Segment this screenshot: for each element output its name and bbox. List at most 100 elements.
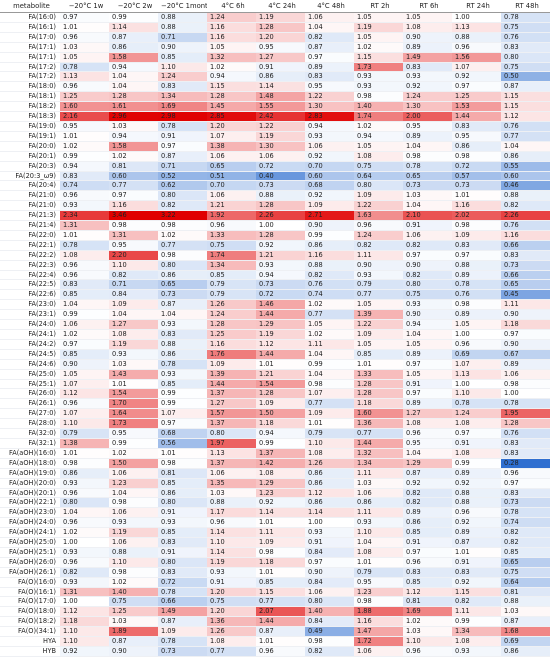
ratio-cell: 0.88 bbox=[452, 260, 501, 271]
ratio-cell: 0.83 bbox=[501, 488, 550, 499]
ratio-cell: 0.88 bbox=[158, 339, 207, 350]
ratio-cell: 0.65 bbox=[207, 161, 256, 172]
ratio-cell: 1.01 bbox=[452, 190, 501, 202]
ratio-cell: 0.99 bbox=[305, 359, 354, 370]
ratio-cell: 1.01 bbox=[256, 567, 305, 578]
table-row: FA(25:1) 1.07 1.01 0.85 1.44 1.54 0.98 1.28 0.91… bbox=[0, 379, 550, 390]
ratio-cell: 0.98 bbox=[354, 91, 403, 103]
ratio-cell: 1.34 bbox=[158, 91, 207, 103]
ratio-cell: 0.83 bbox=[501, 438, 550, 449]
ratio-cell: 0.83 bbox=[403, 567, 452, 578]
ratio-cell: 1.26 bbox=[207, 299, 256, 311]
ratio-cell: 2.83 bbox=[305, 111, 354, 122]
ratio-cell: 0.80 bbox=[158, 497, 207, 509]
ratio-cell: 1.00 bbox=[452, 379, 501, 390]
metabolite-name: FA(22:1) bbox=[0, 240, 60, 251]
ratio-cell: 0.73 bbox=[501, 497, 550, 509]
ratio-cell: 1.44 bbox=[452, 111, 501, 122]
ratio-cell: 1.24 bbox=[452, 408, 501, 420]
ratio-cell: 1.04 bbox=[305, 22, 354, 33]
ratio-cell: 1.07 bbox=[60, 408, 109, 420]
ratio-cell: 0.97 bbox=[60, 12, 109, 23]
ratio-cell: 0.68 bbox=[158, 428, 207, 439]
ratio-cell: 1.28 bbox=[207, 319, 256, 330]
ratio-cell: 1.05 bbox=[403, 369, 452, 380]
ratio-cell: 1.58 bbox=[109, 141, 158, 152]
metabolite-name: FA(24:6) bbox=[0, 359, 60, 370]
metabolite-name: FA(20:0) bbox=[0, 141, 60, 152]
ratio-cell: 1.08 bbox=[403, 22, 452, 33]
table-row: FA(O)(16:0) 0.93 1.02 0.72 0.91 0.85 0.84 0.95 0… bbox=[0, 577, 550, 588]
ratio-cell: 0.93 bbox=[60, 577, 109, 588]
ratio-cell: 1.01 bbox=[60, 448, 109, 459]
ratio-cell: 1.24 bbox=[158, 71, 207, 83]
ratio-cell: 0.87 bbox=[305, 42, 354, 53]
ratio-cell: 1.08 bbox=[403, 418, 452, 430]
ratio-cell: 0.85 bbox=[158, 527, 207, 539]
table-row: FA(aOH)(18:0) 0.98 1.50 0.98 1.37 1.42 1.26 1.3… bbox=[0, 458, 550, 469]
ratio-cell: 1.03 bbox=[403, 626, 452, 638]
ratio-cell: 2.26 bbox=[256, 210, 305, 222]
ratio-cell: 1.16 bbox=[501, 230, 550, 241]
ratio-cell: 0.78 bbox=[501, 507, 550, 519]
ratio-cell: 1.25 bbox=[109, 606, 158, 618]
ratio-cell: 0.64 bbox=[354, 171, 403, 182]
metabolite-name: FA(17:2) bbox=[0, 71, 60, 83]
ratio-cell: 0.87 bbox=[109, 32, 158, 43]
ratio-cell: 1.08 bbox=[109, 329, 158, 340]
metabolite-name: FA(O)(34:1) bbox=[0, 626, 60, 638]
ratio-cell: 1.19 bbox=[256, 12, 305, 23]
ratio-cell: 1.01 bbox=[158, 448, 207, 459]
ratio-cell: 0.85 bbox=[60, 289, 109, 301]
ratio-cell: 0.77 bbox=[354, 289, 403, 301]
ratio-cell: 1.28 bbox=[256, 230, 305, 241]
ratio-cell: 1.22 bbox=[256, 121, 305, 132]
ratio-cell: 1.15 bbox=[501, 101, 550, 113]
ratio-cell: 1.37 bbox=[207, 418, 256, 430]
ratio-cell: 0.72 bbox=[256, 289, 305, 301]
ratio-cell: 0.92 bbox=[452, 577, 501, 588]
ratio-cell: 1.09 bbox=[256, 537, 305, 548]
ratio-cell: 1.01 bbox=[256, 636, 305, 647]
ratio-cell: 1.04 bbox=[60, 507, 109, 519]
ratio-cell: 1.69 bbox=[403, 606, 452, 618]
ratio-cell: 0.91 bbox=[403, 537, 452, 548]
ratio-cell: 2.34 bbox=[60, 210, 109, 222]
table-row: FA(20:0) 1.02 1.58 0.97 1.38 1.30 1.06 1.05 1.04… bbox=[0, 141, 550, 152]
ratio-cell: 0.89 bbox=[403, 507, 452, 519]
ratio-cell: 1.02 bbox=[305, 329, 354, 340]
ratio-cell: 1.09 bbox=[256, 398, 305, 410]
table-row: FA(17:2) 1.13 1.04 1.24 0.94 0.86 0.83 0.93 0.93… bbox=[0, 71, 550, 83]
ratio-cell: 1.16 bbox=[354, 616, 403, 628]
ratio-cell: 0.97 bbox=[60, 339, 109, 350]
ratio-cell: 0.87 bbox=[158, 299, 207, 311]
ratio-cell: 0.99 bbox=[452, 616, 501, 628]
ratio-cell: 1.10 bbox=[60, 636, 109, 647]
metabolite-name: FA(21:3) bbox=[0, 210, 60, 222]
ratio-cell: 0.90 bbox=[403, 309, 452, 321]
column-header: 4°C 24h bbox=[256, 0, 305, 13]
ratio-cell: 0.88 bbox=[501, 190, 550, 202]
ratio-cell: 0.90 bbox=[305, 220, 354, 231]
metabolite-name: FA(aOH)(18:0) bbox=[0, 458, 60, 469]
ratio-cell: 1.04 bbox=[403, 448, 452, 459]
ratio-cell: 1.68 bbox=[501, 626, 550, 638]
ratio-cell: 3.22 bbox=[158, 210, 207, 222]
table-row: FA(24:5) 0.85 0.93 0.86 1.76 1.44 1.04 0.85 0.89… bbox=[0, 349, 550, 360]
ratio-cell: 0.90 bbox=[403, 32, 452, 43]
ratio-cell: 0.93 bbox=[207, 567, 256, 578]
ratio-cell: 0.82 bbox=[501, 537, 550, 548]
ratio-cell: 0.80 bbox=[501, 52, 550, 63]
table-row: FA(O)(16:1) 1.31 1.40 0.78 1.20 1.15 1.06 1.23 1… bbox=[0, 587, 550, 598]
ratio-cell: 0.71 bbox=[158, 32, 207, 43]
ratio-cell: 0.93 bbox=[354, 270, 403, 281]
ratio-cell: 0.99 bbox=[109, 12, 158, 23]
ratio-cell: 0.88 bbox=[207, 497, 256, 509]
table-row: FA(22:3) 0.96 1.10 0.80 1.34 0.93 0.88 0.90 0.90… bbox=[0, 260, 550, 271]
ratio-cell: 0.73 bbox=[256, 279, 305, 291]
ratio-cell: 0.77 bbox=[354, 428, 403, 439]
ratio-cell: 0.88 bbox=[501, 596, 550, 608]
ratio-cell: 1.44 bbox=[256, 616, 305, 628]
ratio-cell: 0.75 bbox=[109, 596, 158, 608]
ratio-cell: 1.27 bbox=[109, 319, 158, 330]
